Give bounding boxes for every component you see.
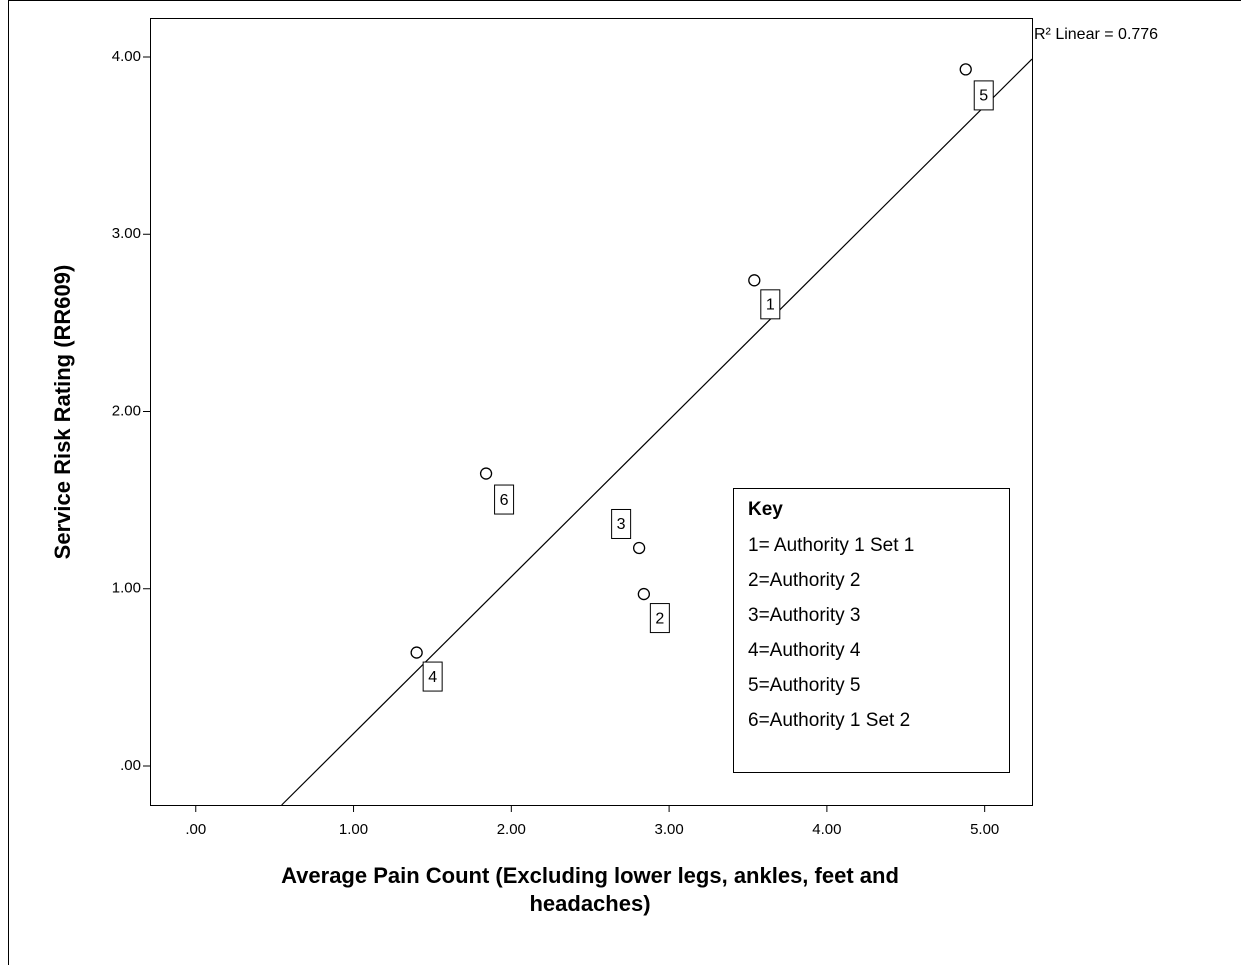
x-tick-label: .00 (185, 821, 206, 838)
x-axis-title: headaches) (529, 891, 650, 916)
x-tick-label: 3.00 (655, 821, 684, 838)
point-label-box (422, 661, 443, 692)
point-label-box (649, 603, 670, 634)
point-label-box (973, 80, 994, 111)
y-tick-label: 4.00 (112, 48, 141, 65)
key-title: Key (748, 499, 783, 520)
x-axis-title: Average Pain Count (Excluding lower legs… (281, 863, 899, 888)
key-entry: 2=Authority 2 (748, 570, 861, 591)
key-entry: 5=Authority 5 (748, 675, 861, 696)
point (748, 274, 761, 287)
point (632, 541, 646, 555)
x-tick-label: 2.00 (497, 821, 526, 838)
point-label-box (494, 484, 515, 515)
y-tick-label: .00 (120, 757, 141, 774)
point-label: 6 (500, 492, 509, 509)
r2-annotation: R² Linear = 0.776 (1034, 26, 1158, 43)
y-tick-label: 3.00 (112, 225, 141, 242)
y-tick-label: 2.00 (112, 402, 141, 419)
point (410, 646, 423, 659)
point-label: 2 (655, 610, 664, 627)
x-tick-label: 1.00 (339, 821, 368, 838)
point-label: 1 (766, 297, 775, 314)
regression-line (281, 58, 1033, 806)
key-entry: 1= Authority 1 Set 1 (748, 535, 914, 556)
point-label: 5 (979, 88, 988, 105)
key-box (733, 488, 1010, 773)
point-label-box (611, 508, 632, 539)
key-entry: 4=Authority 4 (748, 640, 861, 661)
key-entry: 3=Authority 3 (748, 605, 861, 626)
plot-area (150, 18, 1033, 806)
point (959, 63, 972, 76)
x-tick-label: 4.00 (812, 821, 841, 838)
key-entry: 6=Authority 1 Set 2 (748, 710, 910, 731)
point (637, 587, 651, 601)
y-axis-title: Service Risk Rating (RR609) (50, 265, 75, 560)
point-label-box (760, 289, 781, 320)
point-label: 3 (617, 516, 626, 533)
point-label: 4 (428, 669, 437, 686)
y-tick-label: 1.00 (112, 580, 141, 597)
x-tick-label: 5.00 (970, 821, 999, 838)
point (479, 467, 493, 480)
